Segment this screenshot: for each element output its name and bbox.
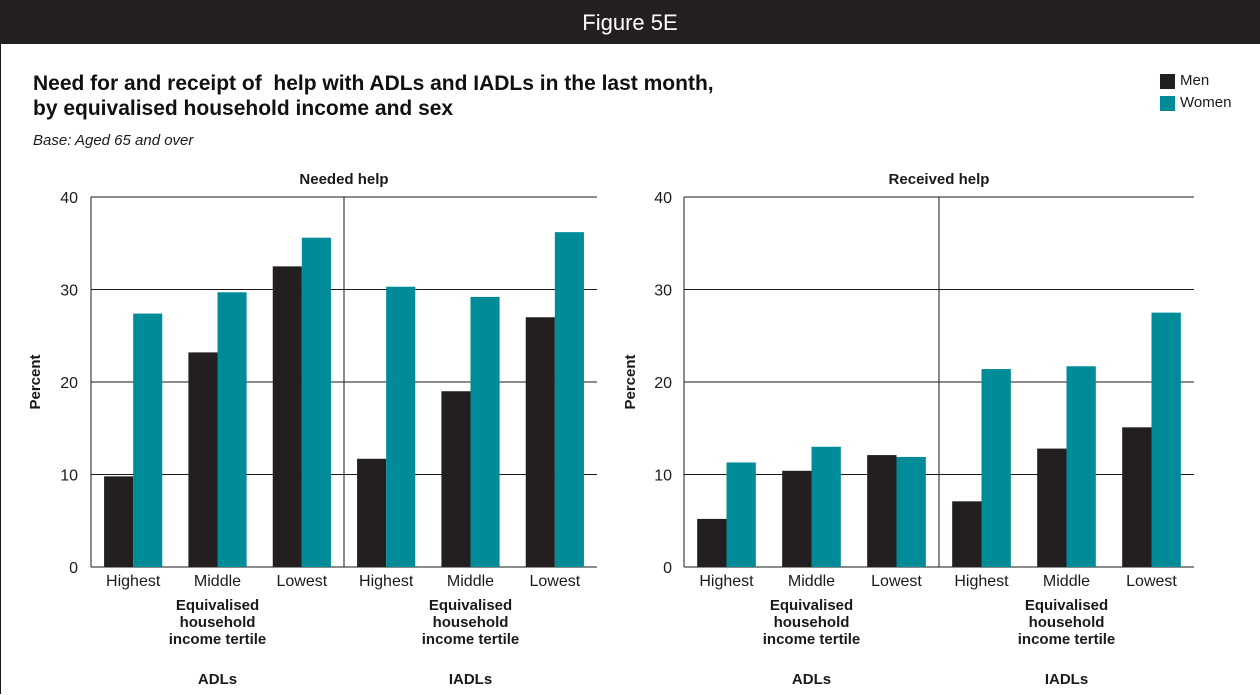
received-xtick-iadls-lowest: Lowest (1126, 573, 1177, 590)
needed-bar-iadls-highest-women (386, 286, 416, 567)
needed-panel-title: Needed help (299, 171, 388, 188)
received-xtick-adls-middle: Middle (788, 573, 835, 590)
needed-xtick-adls-lowest: Lowest (276, 573, 327, 590)
received-group-label-adls: ADLs (792, 671, 831, 688)
received-ytick-0: 0 (663, 560, 672, 577)
received-y-axis-label: Percent (622, 354, 639, 409)
needed-x-axis-title-line: Equivalised (429, 597, 512, 614)
legend-label-women: Women (1180, 94, 1232, 111)
needed-x-axis-title-line: household (433, 614, 509, 631)
received-bar-iadls-middle-men (1037, 448, 1067, 567)
needed-ytick-40: 40 (60, 190, 78, 207)
needed-x-axis-title-iadls: Equivalised household income tertile (422, 597, 520, 648)
chart-subtitle: Base: Aged 65 and over (33, 132, 194, 149)
received-x-axis-title-line: Equivalised (770, 597, 853, 614)
needed-xtick-adls-highest: Highest (106, 573, 161, 590)
received-xtick-adls-lowest: Lowest (871, 573, 922, 590)
chart-title-line-1: Need for and receipt of help with ADLs a… (33, 72, 714, 95)
received-ytick-10: 10 (654, 468, 672, 485)
figure-label: Figure 5E (582, 10, 678, 35)
needed-x-axis-title-line: income tertile (169, 631, 267, 648)
needed-xtick-iadls-middle: Middle (447, 573, 494, 590)
needed-x-axis-title-line: income tertile (422, 631, 520, 648)
needed-bar-iadls-highest-men (357, 458, 387, 567)
received-x-axis-title-line: household (774, 614, 850, 631)
received-bar-adls-lowest-women (896, 456, 926, 567)
needed-xtick-iadls-highest: Highest (359, 573, 414, 590)
received-x-axis-title-iadls: Equivalised household income tertile (1018, 597, 1116, 648)
needed-ytick-0: 0 (69, 560, 78, 577)
needed-ytick-10: 10 (60, 468, 78, 485)
received-ytick-30: 30 (654, 283, 672, 300)
chart-title: Need for and receipt of help with ADLs a… (33, 71, 714, 121)
received-panel-title: Received help (889, 171, 990, 188)
needed-bar-adls-middle-men (188, 352, 218, 567)
legend-swatch-men (1160, 74, 1175, 89)
needed-bar-iadls-middle-women (470, 296, 500, 567)
figure-header-bar: Figure 5E (0, 0, 1260, 44)
received-x-axis-title-line: income tertile (763, 631, 861, 648)
needed-group-label-adls: ADLs (198, 671, 237, 688)
received-xtick-iadls-highest: Highest (954, 573, 1009, 590)
needed-xtick-iadls-lowest: Lowest (529, 573, 580, 590)
received-bar-iadls-lowest-men (1122, 427, 1152, 567)
received-x-axis-title-adls: Equivalised household income tertile (763, 597, 861, 648)
received-bar-adls-highest-men (697, 518, 727, 567)
received-ytick-40: 40 (654, 190, 672, 207)
received-xtick-iadls-middle: Middle (1043, 573, 1090, 590)
needed-x-axis-title-adls: Equivalised household income tertile (169, 597, 267, 648)
received-bar-iadls-highest-men (952, 501, 982, 567)
received-bar-adls-middle-women (811, 446, 841, 567)
received-bar-iadls-lowest-women (1151, 312, 1181, 567)
needed-x-axis-title-line: household (180, 614, 256, 631)
received-bar-iadls-middle-women (1066, 366, 1096, 567)
received-group-label-iadls: IADLs (1045, 671, 1088, 688)
received-bar-iadls-highest-women (981, 369, 1011, 567)
needed-bar-adls-highest-men (104, 476, 134, 567)
needed-bar-adls-middle-women (217, 292, 247, 567)
needed-bar-iadls-lowest-women (554, 232, 584, 567)
chart-title-line-2: by equivalised household income and sex (33, 97, 454, 120)
needed-ytick-30: 30 (60, 283, 78, 300)
needed-xtick-adls-middle: Middle (194, 573, 241, 590)
needed-bar-adls-highest-women (133, 313, 163, 567)
needed-bar-iadls-lowest-men (525, 317, 555, 567)
needed-bar-adls-lowest-men (272, 266, 302, 567)
legend-label-men: Men (1180, 72, 1210, 89)
received-xtick-adls-highest: Highest (699, 573, 754, 590)
needed-y-axis-label: Percent (27, 354, 44, 409)
received-x-axis-title-line: household (1029, 614, 1105, 631)
received-ytick-20: 20 (654, 375, 672, 392)
received-bar-adls-lowest-men (867, 455, 897, 567)
needed-group-label-iadls: IADLs (449, 671, 492, 688)
needed-bar-iadls-middle-men (441, 391, 471, 567)
received-bar-adls-highest-women (726, 462, 756, 567)
legend-swatch-women (1160, 96, 1175, 111)
needed-x-axis-title-line: Equivalised (176, 597, 259, 614)
received-x-axis-title-line: Equivalised (1025, 597, 1108, 614)
received-bar-adls-middle-men (782, 470, 812, 567)
needed-bar-adls-lowest-women (301, 237, 331, 567)
needed-ytick-20: 20 (60, 375, 78, 392)
needed-help-chart: 0 10 20 30 40 Percent Needed help Highest Middle… (27, 171, 597, 688)
received-help-chart: 0 10 20 30 40 Percent Received help Highest Midd… (622, 171, 1194, 688)
received-x-axis-title-line: income tertile (1018, 631, 1116, 648)
